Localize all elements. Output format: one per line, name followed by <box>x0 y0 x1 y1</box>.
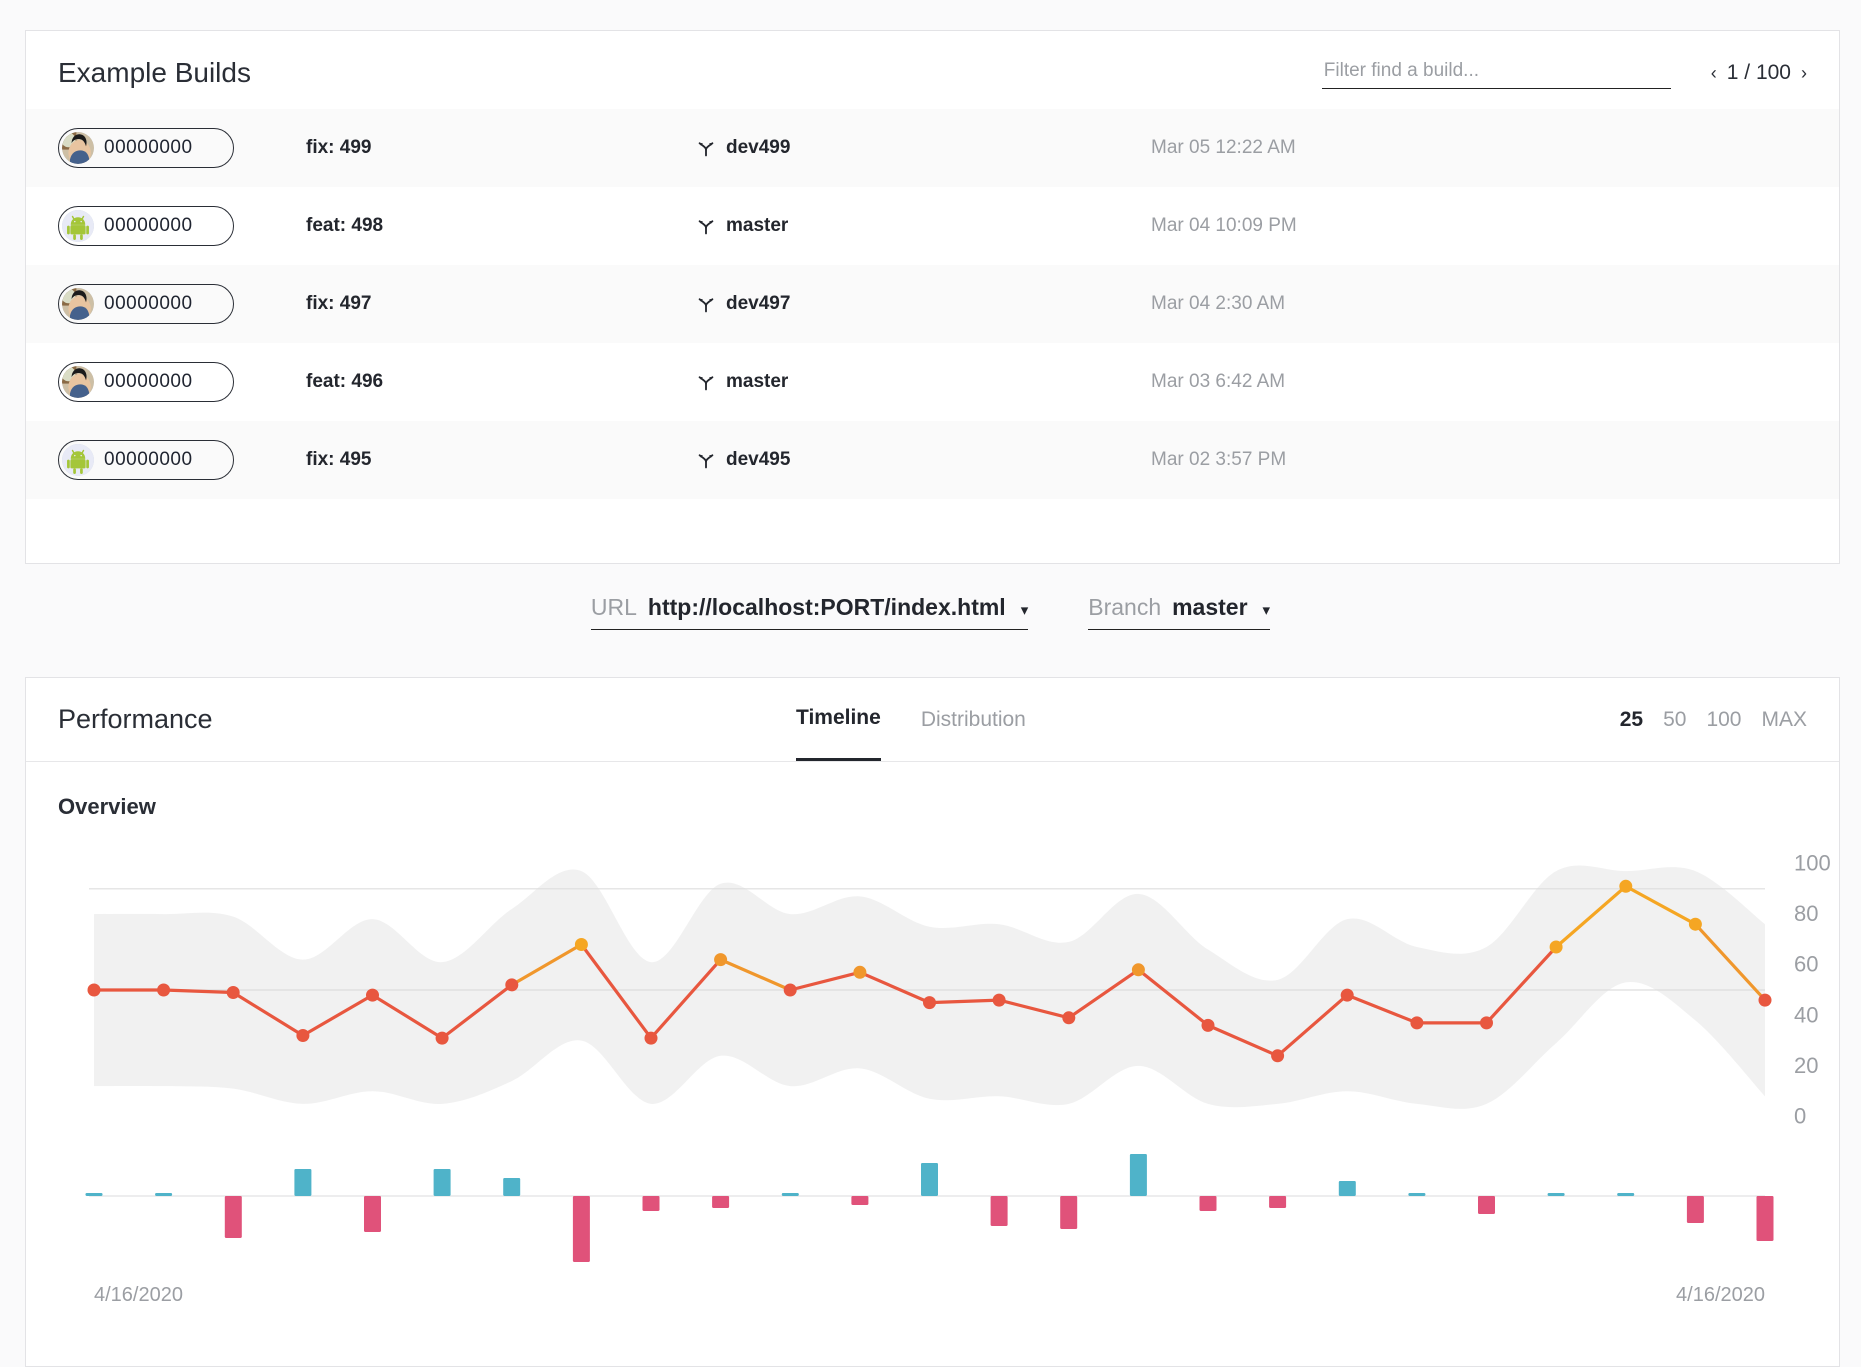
svg-text:4/16/2020: 4/16/2020 <box>94 1284 183 1306</box>
svg-text:100: 100 <box>1794 851 1831 876</box>
svg-text:80: 80 <box>1794 901 1818 926</box>
svg-text:20: 20 <box>1794 1053 1818 1078</box>
svg-text:4/16/2020: 4/16/2020 <box>1676 1284 1765 1306</box>
svg-text:40: 40 <box>1794 1002 1818 1027</box>
svg-text:0: 0 <box>1794 1104 1806 1129</box>
svg-text:60: 60 <box>1794 952 1818 977</box>
